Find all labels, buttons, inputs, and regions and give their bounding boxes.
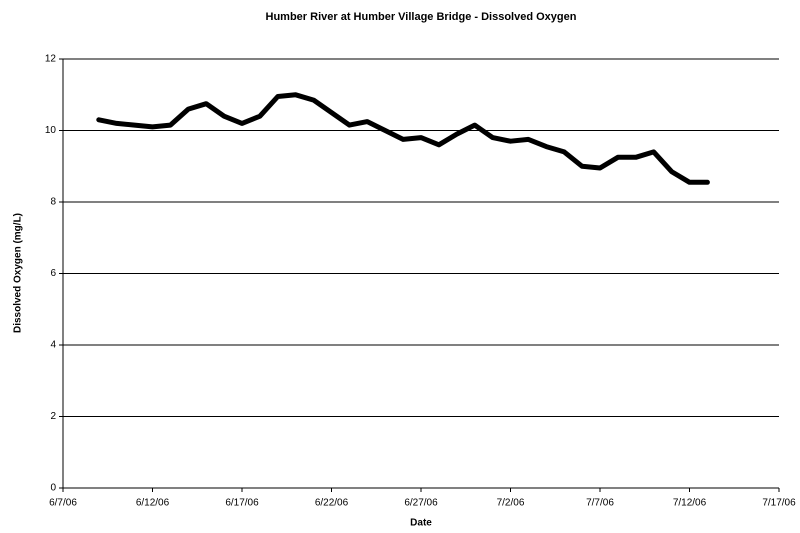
y-tick-label: 12 bbox=[45, 54, 57, 65]
y-tick-label: 0 bbox=[50, 483, 56, 494]
y-axis-label: Dissolved Oxygen (mg/L) bbox=[13, 213, 24, 333]
x-tick-label: 6/22/06 bbox=[315, 498, 349, 509]
x-tick-label: 7/17/06 bbox=[762, 498, 796, 509]
y-tick-label: 8 bbox=[50, 197, 56, 208]
x-tick-label: 6/12/06 bbox=[136, 498, 170, 509]
x-axis-label: Date bbox=[410, 518, 432, 529]
y-tick-label: 10 bbox=[45, 125, 57, 136]
y-tick-label: 2 bbox=[50, 411, 56, 422]
x-tick-label: 7/2/06 bbox=[497, 498, 525, 509]
chart-title: Humber River at Humber Village Bridge - … bbox=[266, 11, 577, 23]
x-tick-label: 6/7/06 bbox=[49, 498, 77, 509]
x-tick-label: 7/12/06 bbox=[673, 498, 707, 509]
y-tick-label: 6 bbox=[50, 268, 56, 279]
data-line bbox=[96, 92, 710, 185]
x-tick-label: 6/27/06 bbox=[404, 498, 438, 509]
x-tick-label: 6/17/06 bbox=[225, 498, 259, 509]
x-tick-label: 7/7/06 bbox=[586, 498, 614, 509]
y-tick-label: 4 bbox=[50, 340, 56, 351]
